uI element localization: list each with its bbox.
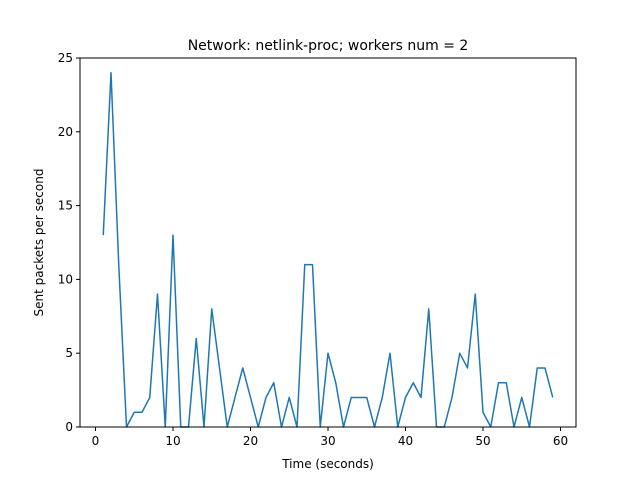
x-axis: 0 10 20 30 40 50 60 xyxy=(92,427,568,448)
y-axis-label: Sent packets per second xyxy=(32,169,46,317)
x-tick-label: 0 xyxy=(92,434,100,448)
x-tick-label: 50 xyxy=(475,434,490,448)
x-tick-label: 30 xyxy=(320,434,335,448)
y-axis: 0 5 10 15 20 25 xyxy=(58,51,80,434)
x-tick-label: 60 xyxy=(553,434,568,448)
axes-frame xyxy=(79,57,577,428)
y-tick-label: 25 xyxy=(58,51,73,65)
y-tick-label: 20 xyxy=(58,125,73,139)
chart-title: Network: netlink-proc; workers num = 2 xyxy=(188,38,469,54)
y-tick-label: 0 xyxy=(65,420,73,434)
y-tick-label: 10 xyxy=(58,272,73,286)
y-tick-label: 15 xyxy=(58,199,73,213)
x-tick-label: 40 xyxy=(398,434,413,448)
x-axis-label: Time (seconds) xyxy=(281,457,374,471)
y-tick-label: 5 xyxy=(65,346,73,360)
x-tick-label: 20 xyxy=(243,434,258,448)
x-tick-label: 10 xyxy=(165,434,180,448)
